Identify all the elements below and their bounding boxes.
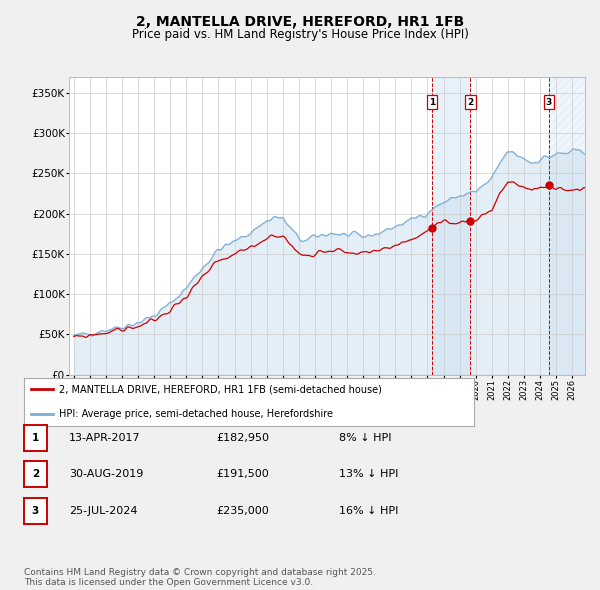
Text: 2, MANTELLA DRIVE, HEREFORD, HR1 1FB: 2, MANTELLA DRIVE, HEREFORD, HR1 1FB <box>136 15 464 29</box>
Text: 8% ↓ HPI: 8% ↓ HPI <box>339 433 391 442</box>
Text: £182,950: £182,950 <box>216 433 269 442</box>
Bar <box>432 77 470 375</box>
Text: 13-APR-2017: 13-APR-2017 <box>69 433 140 442</box>
Text: 2: 2 <box>32 470 39 479</box>
Text: £235,000: £235,000 <box>216 506 269 516</box>
Text: 30-AUG-2019: 30-AUG-2019 <box>69 470 143 479</box>
Text: 25-JUL-2024: 25-JUL-2024 <box>69 506 137 516</box>
Text: 1: 1 <box>429 97 435 107</box>
Text: HPI: Average price, semi-detached house, Herefordshire: HPI: Average price, semi-detached house,… <box>59 409 333 419</box>
Text: £191,500: £191,500 <box>216 470 269 479</box>
Text: 3: 3 <box>32 506 39 516</box>
Text: Price paid vs. HM Land Registry's House Price Index (HPI): Price paid vs. HM Land Registry's House … <box>131 28 469 41</box>
Text: 16% ↓ HPI: 16% ↓ HPI <box>339 506 398 516</box>
Bar <box>549 77 588 375</box>
Text: 3: 3 <box>546 97 552 107</box>
Text: 13% ↓ HPI: 13% ↓ HPI <box>339 470 398 479</box>
Text: 2, MANTELLA DRIVE, HEREFORD, HR1 1FB (semi-detached house): 2, MANTELLA DRIVE, HEREFORD, HR1 1FB (se… <box>59 384 382 394</box>
Text: 2: 2 <box>467 97 473 107</box>
Text: 1: 1 <box>32 433 39 442</box>
Text: Contains HM Land Registry data © Crown copyright and database right 2025.
This d: Contains HM Land Registry data © Crown c… <box>24 568 376 587</box>
